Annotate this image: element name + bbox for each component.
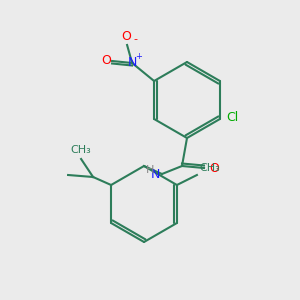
Text: O: O (121, 30, 131, 43)
Text: CH₃: CH₃ (71, 145, 92, 155)
Text: H: H (146, 165, 154, 175)
Text: Cl: Cl (226, 110, 238, 124)
Text: CH₃: CH₃ (199, 163, 220, 173)
Text: O: O (209, 161, 219, 175)
Text: N: N (128, 56, 137, 70)
Text: -: - (133, 34, 137, 44)
Text: +: + (135, 52, 142, 61)
Text: N: N (151, 169, 160, 182)
Text: O: O (101, 53, 111, 67)
